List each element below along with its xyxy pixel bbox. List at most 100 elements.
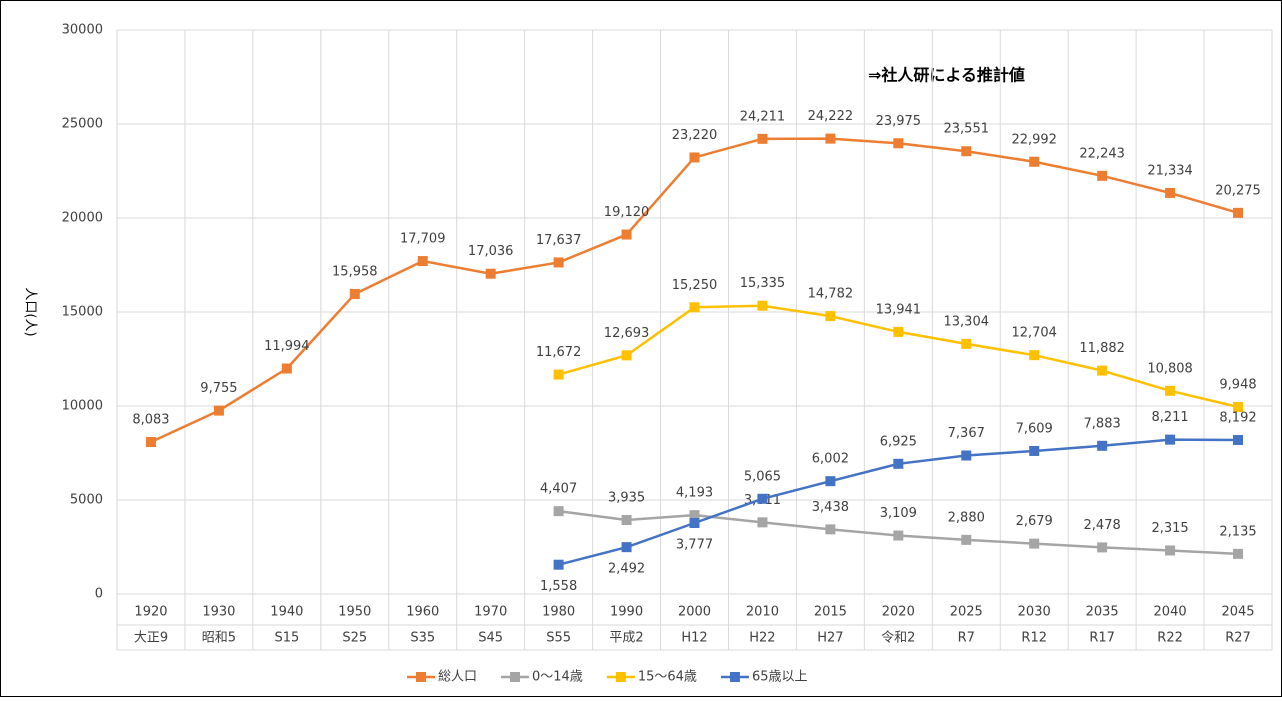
data-point	[281, 363, 292, 374]
data-point	[961, 450, 972, 461]
x-tick-label-era: R22	[1157, 631, 1183, 646]
data-label: 17,036	[468, 244, 514, 259]
x-tick-label-era: H27	[817, 631, 843, 646]
legend-label: 15～64歳	[638, 670, 697, 685]
data-point	[1233, 401, 1244, 412]
data-label: 15,250	[672, 278, 718, 293]
x-tick-label-era: 大正9	[134, 631, 168, 646]
x-tick-label: 2035	[1086, 605, 1119, 620]
data-label: 19,120	[604, 205, 650, 220]
data-label: 13,304	[944, 314, 990, 329]
data-point	[757, 493, 768, 504]
data-point	[689, 510, 700, 521]
y-tick-label: 0	[95, 587, 103, 602]
legend-marker	[416, 672, 426, 682]
x-tick-label-era: S55	[546, 631, 571, 646]
data-label: 2,492	[608, 562, 645, 577]
data-point	[757, 133, 768, 144]
x-tick-label: 2015	[814, 605, 847, 620]
y-tick-label: 10000	[62, 399, 103, 414]
x-tick-label-era: 昭和5	[202, 631, 236, 646]
data-label: 13,941	[876, 302, 922, 317]
data-label: 17,709	[400, 232, 446, 247]
data-point	[757, 517, 768, 528]
data-label: 4,193	[676, 486, 713, 501]
data-label: 23,220	[672, 128, 718, 143]
y-axis-label: 人口(人)	[23, 287, 38, 336]
x-tick-label: 2045	[1221, 605, 1254, 620]
data-point	[961, 146, 972, 157]
data-point	[1097, 440, 1108, 451]
legend-label: 65歳以上	[752, 670, 808, 685]
x-tick-label-era: R7	[958, 631, 975, 646]
data-label: 14,782	[808, 287, 854, 302]
data-point	[553, 257, 564, 268]
x-tick-label-era: R12	[1021, 631, 1047, 646]
data-point	[825, 476, 836, 487]
data-label: 8,192	[1219, 410, 1256, 425]
x-tick-label: 2020	[882, 605, 915, 620]
x-tick-label: 2010	[746, 605, 779, 620]
x-tick-label-era: S45	[478, 631, 503, 646]
data-label: 3,935	[608, 491, 645, 506]
data-label: 23,975	[876, 114, 922, 129]
data-point	[757, 300, 768, 311]
data-label: 24,211	[740, 109, 786, 124]
data-label: 6,925	[880, 434, 917, 449]
data-point	[1097, 365, 1108, 376]
data-point	[825, 524, 836, 535]
data-label: 1,558	[540, 579, 577, 594]
x-tick-label: 1930	[202, 605, 235, 620]
y-tick-label: 15000	[62, 305, 103, 320]
data-label: 9,948	[1219, 377, 1256, 392]
x-tick-label: 1950	[338, 605, 371, 620]
data-point	[825, 311, 836, 322]
data-label: 6,002	[812, 452, 849, 467]
data-label: 2,478	[1084, 518, 1121, 533]
x-tick-label-era: H22	[749, 631, 775, 646]
data-point	[1029, 445, 1040, 456]
legend-label: 総人口	[438, 670, 477, 685]
data-label: 2,880	[948, 510, 985, 525]
x-tick-label-era: S15	[274, 631, 299, 646]
data-point	[1165, 187, 1176, 198]
data-label: 4,407	[540, 482, 577, 497]
x-tick-label: 2025	[950, 605, 983, 620]
x-tick-label-era: 平成2	[609, 631, 643, 646]
data-label: 3,777	[676, 537, 713, 552]
data-point	[1233, 434, 1244, 445]
x-tick-label: 2030	[1018, 605, 1051, 620]
data-point	[689, 152, 700, 163]
data-point	[1029, 538, 1040, 549]
data-label: 9,755	[200, 381, 237, 396]
data-point	[553, 369, 564, 380]
x-tick-label-era: S25	[342, 631, 367, 646]
data-point	[961, 534, 972, 545]
data-point	[1029, 350, 1040, 361]
data-label: 23,551	[944, 122, 990, 137]
x-tick-label-era: 令和2	[881, 631, 915, 646]
y-tick-label: 20000	[62, 211, 103, 226]
x-tick-label: 1990	[610, 605, 643, 620]
data-label: 3,438	[812, 500, 849, 515]
data-point	[689, 302, 700, 313]
data-label: 3,109	[880, 506, 917, 521]
data-point	[1165, 434, 1176, 445]
data-label: 2,679	[1016, 514, 1053, 529]
data-point	[213, 405, 224, 416]
data-label: 15,335	[740, 276, 786, 291]
data-label: 15,958	[332, 264, 378, 279]
data-label: 24,222	[808, 109, 854, 124]
data-label: 12,704	[1011, 326, 1057, 341]
legend-marker	[729, 672, 740, 682]
data-point	[893, 326, 904, 337]
data-label: 8,083	[132, 413, 169, 428]
data-label: 5,065	[744, 469, 781, 484]
data-point	[689, 517, 700, 528]
data-point	[1165, 385, 1176, 396]
x-tick-label-era: R17	[1089, 631, 1115, 646]
data-point	[825, 133, 836, 144]
data-point	[1165, 545, 1176, 556]
data-point	[961, 338, 972, 349]
